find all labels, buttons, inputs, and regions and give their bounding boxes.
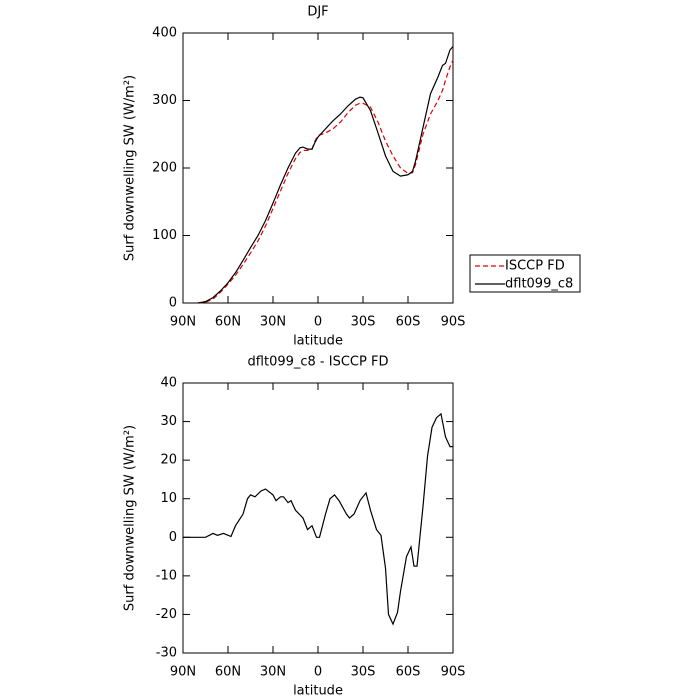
y-tick-label: 30 [160, 414, 177, 429]
series-line [183, 412, 453, 626]
x-tick-label: 30N [260, 315, 286, 330]
chart-title: DJF [307, 5, 328, 20]
y-tick-label: 20 [160, 453, 177, 468]
y-tick-label: 40 [160, 376, 177, 391]
y-tick-label: -30 [156, 646, 177, 661]
x-tick-label: 60S [396, 315, 421, 330]
y-tick-label: -10 [156, 568, 177, 583]
y-tick-label: 400 [152, 26, 177, 41]
series-line [197, 46, 454, 304]
x-tick-label: 90N [170, 315, 196, 330]
y-tick-label: 100 [152, 228, 177, 243]
y-tick-label: 300 [152, 93, 177, 108]
y-tick-label: 200 [152, 161, 177, 176]
x-tick-label: 0 [314, 315, 322, 330]
plot-frame [182, 32, 454, 304]
x-axis-label: latitude [293, 334, 343, 349]
x-tick-label: 90N [170, 665, 196, 680]
y-axis-label: Surf downwelling SW (W/m²) [123, 75, 138, 261]
x-tick-label: 60N [215, 315, 241, 330]
series-line [197, 59, 454, 304]
y-tick-label: 0 [169, 530, 177, 545]
x-axis-label: latitude [293, 684, 343, 699]
legend-box [469, 254, 581, 293]
y-tick-label: -20 [156, 607, 177, 622]
x-tick-label: 90S [441, 315, 466, 330]
legend-label: dflt099_c8 [505, 277, 573, 292]
y-axis-label: Surf downwelling SW (W/m²) [123, 425, 138, 611]
legend-label: ISCCP FD [505, 259, 565, 274]
plot-frame [182, 382, 454, 654]
x-tick-label: 0 [314, 665, 322, 680]
y-tick-label: 10 [160, 491, 177, 506]
x-tick-label: 30S [351, 665, 376, 680]
y-tick-label: 0 [169, 296, 177, 311]
x-tick-label: 30S [351, 315, 376, 330]
x-tick-label: 60S [396, 665, 421, 680]
x-tick-label: 60N [215, 665, 241, 680]
x-tick-label: 30N [260, 665, 286, 680]
x-tick-label: 90S [441, 665, 466, 680]
chart-title: dflt099_c8 - ISCCP FD [248, 355, 389, 370]
